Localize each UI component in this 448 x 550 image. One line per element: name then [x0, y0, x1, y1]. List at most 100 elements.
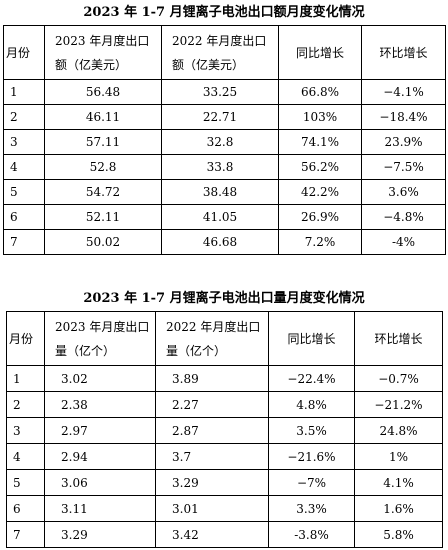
yoy-cell: 4.8%: [268, 391, 355, 418]
yoy-cell: -3.8%: [268, 521, 355, 548]
header-mom: 环比增长: [354, 311, 443, 366]
table-header-row: 月份 2023 年月度出口量（亿个） 2022 年月度出口量（亿个） 同比增长 …: [6, 311, 443, 366]
volume-2023-cell: 2.38: [44, 391, 156, 418]
value-2023-cell: 54.72: [44, 179, 162, 205]
export-volume-table: 月份 2023 年月度出口量（亿个） 2022 年月度出口量（亿个） 同比增长 …: [6, 311, 443, 548]
month-cell: 3: [3, 129, 45, 155]
volume-2023-cell: 3.06: [44, 469, 156, 496]
value-2022-cell: 33.25: [161, 79, 279, 105]
table-row: 3 57.11 32.8 74.1% 23.9%: [3, 129, 446, 155]
month-cell: 1: [3, 79, 45, 105]
table-row: 7 3.29 3.42 -3.8% 5.8%: [6, 521, 443, 548]
month-cell: 7: [6, 521, 45, 548]
table-row: 7 50.02 46.68 7.2% -4%: [3, 229, 446, 255]
table-row: 2 46.11 22.71 103% −18.4%: [3, 104, 446, 130]
header-2023-volume: 2023 年月度出口量（亿个）: [44, 311, 156, 366]
month-cell: 4: [6, 443, 45, 470]
mom-cell: −0.7%: [354, 365, 443, 392]
mom-cell: −4.1%: [361, 79, 446, 105]
value-2022-cell: 32.8: [161, 129, 279, 155]
volume-2022-cell: 3.89: [155, 365, 269, 392]
volume-2022-cell: 2.27: [155, 391, 269, 418]
yoy-cell: 103%: [278, 104, 362, 130]
header-yoy: 同比增长: [278, 25, 362, 80]
value-2023-cell: 57.11: [44, 129, 162, 155]
table-row: 1 3.02 3.89 −22.4% −0.7%: [6, 365, 443, 392]
value-2023-cell: 52.11: [44, 204, 162, 230]
table-header-row: 月份 2023 年月度出口额（亿美元） 2022 年月度出口额（亿美元） 同比增…: [3, 25, 446, 80]
header-yoy: 同比增长: [268, 311, 355, 366]
yoy-cell: 66.8%: [278, 79, 362, 105]
month-cell: 2: [3, 104, 45, 130]
month-cell: 1: [6, 365, 45, 392]
export-value-table: 月份 2023 年月度出口额（亿美元） 2022 年月度出口额（亿美元） 同比增…: [3, 25, 446, 255]
volume-2023-cell: 2.97: [44, 417, 156, 444]
value-2023-cell: 50.02: [44, 229, 162, 255]
mom-cell: −4.8%: [361, 204, 446, 230]
volume-2023-cell: 2.94: [44, 443, 156, 470]
mom-cell: 1.6%: [354, 495, 443, 522]
volume-2022-cell: 2.87: [155, 417, 269, 444]
yoy-cell: 74.1%: [278, 129, 362, 155]
yoy-cell: −22.4%: [268, 365, 355, 392]
volume-2022-cell: 3.42: [155, 521, 269, 548]
mom-cell: 24.8%: [354, 417, 443, 444]
mom-cell: 5.8%: [354, 521, 443, 548]
volume-2022-cell: 3.7: [155, 443, 269, 470]
value-2023-cell: 52.8: [44, 154, 162, 180]
mom-cell: 1%: [354, 443, 443, 470]
volume-2023-cell: 3.29: [44, 521, 156, 548]
header-2022-volume: 2022 年月度出口量（亿个）: [155, 311, 269, 366]
table-row: 5 3.06 3.29 −7% 4.1%: [6, 469, 443, 496]
table-row: 1 56.48 33.25 66.8% −4.1%: [3, 79, 446, 105]
month-cell: 7: [3, 229, 45, 255]
volume-2022-cell: 3.29: [155, 469, 269, 496]
mom-cell: 3.6%: [361, 179, 446, 205]
mom-cell: −18.4%: [361, 104, 446, 130]
volume-2023-cell: 3.11: [44, 495, 156, 522]
yoy-cell: −7%: [268, 469, 355, 496]
volume-2023-cell: 3.02: [44, 365, 156, 392]
month-cell: 2: [6, 391, 45, 418]
month-cell: 6: [3, 204, 45, 230]
table1-title: 2023 年 1-7 月锂离子电池出口额月度变化情况: [83, 5, 365, 20]
table-row: 4 52.8 33.8 56.2% −7.5%: [3, 154, 446, 180]
mom-cell: −7.5%: [361, 154, 446, 180]
month-cell: 4: [3, 154, 45, 180]
table-row: 4 2.94 3.7 −21.6% 1%: [6, 443, 443, 470]
value-2022-cell: 33.8: [161, 154, 279, 180]
value-2023-cell: 46.11: [44, 104, 162, 130]
value-2022-cell: 22.71: [161, 104, 279, 130]
mom-cell: 4.1%: [354, 469, 443, 496]
value-2022-cell: 38.48: [161, 179, 279, 205]
header-2023-value: 2023 年月度出口额（亿美元）: [44, 25, 162, 80]
month-cell: 6: [6, 495, 45, 522]
yoy-cell: 7.2%: [278, 229, 362, 255]
month-cell: 3: [6, 417, 45, 444]
volume-2022-cell: 3.01: [155, 495, 269, 522]
month-cell: 5: [6, 469, 45, 496]
yoy-cell: 26.9%: [278, 204, 362, 230]
table-row: 3 2.97 2.87 3.5% 24.8%: [6, 417, 443, 444]
header-month: 月份: [6, 311, 45, 366]
value-2022-cell: 46.68: [161, 229, 279, 255]
yoy-cell: 42.2%: [278, 179, 362, 205]
month-cell: 5: [3, 179, 45, 205]
yoy-cell: −21.6%: [268, 443, 355, 470]
table2-title: 2023 年 1-7 月锂离子电池出口量月度变化情况: [83, 291, 365, 306]
mom-cell: 23.9%: [361, 129, 446, 155]
table-row: 6 52.11 41.05 26.9% −4.8%: [3, 204, 446, 230]
table-row: 6 3.11 3.01 3.3% 1.6%: [6, 495, 443, 522]
header-mom: 环比增长: [361, 25, 446, 80]
value-2022-cell: 41.05: [161, 204, 279, 230]
header-2022-value: 2022 年月度出口额（亿美元）: [161, 25, 279, 80]
table-row: 5 54.72 38.48 42.2% 3.6%: [3, 179, 446, 205]
yoy-cell: 3.5%: [268, 417, 355, 444]
header-month: 月份: [3, 25, 45, 80]
value-2023-cell: 56.48: [44, 79, 162, 105]
yoy-cell: 3.3%: [268, 495, 355, 522]
mom-cell: -4%: [361, 229, 446, 255]
yoy-cell: 56.2%: [278, 154, 362, 180]
mom-cell: −21.2%: [354, 391, 443, 418]
table-row: 2 2.38 2.27 4.8% −21.2%: [6, 391, 443, 418]
